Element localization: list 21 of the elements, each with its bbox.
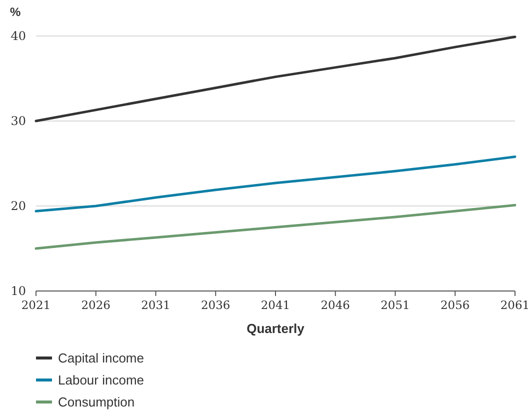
x-tick-label: 2041 bbox=[260, 298, 290, 312]
x-tick-label: 2036 bbox=[200, 298, 230, 312]
legend-label: Labour income bbox=[58, 372, 144, 388]
x-tick-label: 2061 bbox=[500, 298, 530, 312]
x-tick-label: 2051 bbox=[380, 298, 410, 312]
legend-label: Capital income bbox=[58, 350, 144, 366]
line-series bbox=[34, 204, 516, 250]
x-tick-label: 2046 bbox=[320, 298, 350, 312]
y-tick-label: 30 bbox=[10, 114, 26, 128]
line-series bbox=[34, 155, 516, 212]
y-tick-label: 20 bbox=[10, 199, 26, 213]
line-series bbox=[34, 36, 516, 122]
x-tick-label: 2056 bbox=[440, 298, 470, 312]
x-tick-label: 2026 bbox=[81, 298, 111, 312]
legend-label: Consumption bbox=[58, 394, 135, 410]
y-tick-label: 10 bbox=[10, 284, 26, 298]
y-axis-title: % bbox=[10, 5, 21, 19]
x-tick-label: 2021 bbox=[21, 298, 51, 312]
x-tick-label: 2031 bbox=[141, 298, 170, 312]
y-tick-label: 40 bbox=[10, 29, 26, 43]
x-axis-title: Quarterly bbox=[246, 321, 306, 336]
